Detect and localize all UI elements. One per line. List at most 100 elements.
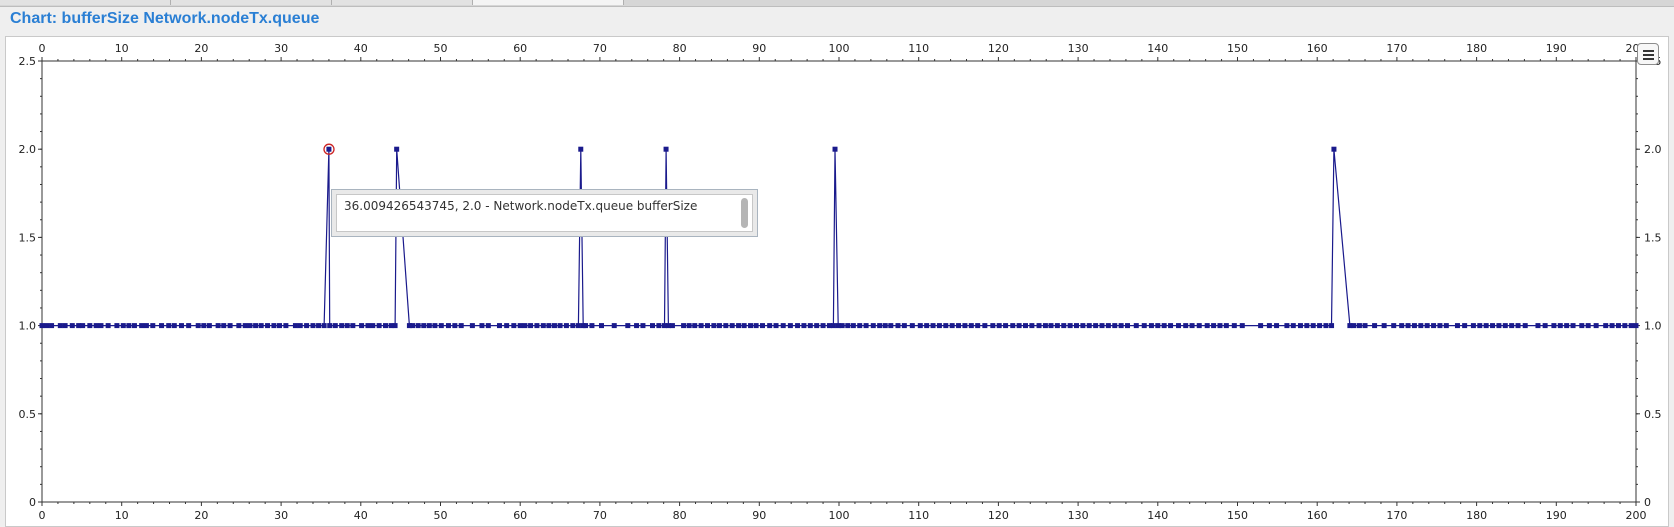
data-point bbox=[171, 323, 177, 329]
editor-tab-active[interactable] bbox=[473, 0, 624, 5]
data-point bbox=[1183, 323, 1189, 329]
data-point bbox=[850, 323, 856, 329]
data-point bbox=[1443, 323, 1449, 329]
data-point bbox=[326, 146, 332, 152]
y-tick-label-right: 0 bbox=[1644, 496, 1651, 509]
data-point bbox=[445, 323, 451, 329]
chart-title: Chart: bufferSize Network.nodeTx.queue bbox=[10, 10, 320, 27]
data-point bbox=[310, 323, 316, 329]
data-point bbox=[1509, 323, 1515, 329]
data-point bbox=[1437, 323, 1443, 329]
data-point bbox=[344, 323, 350, 329]
data-point bbox=[546, 323, 552, 329]
data-point bbox=[767, 323, 773, 329]
x-tick-label-top: 70 bbox=[593, 42, 607, 55]
data-point bbox=[1211, 323, 1217, 329]
x-tick-label-bottom: 40 bbox=[354, 509, 368, 522]
x-tick-label-top: 120 bbox=[988, 42, 1009, 55]
data-point bbox=[332, 323, 338, 329]
editor-tab[interactable] bbox=[0, 0, 171, 5]
editor-tab-strip bbox=[0, 0, 1674, 7]
data-point bbox=[1515, 323, 1521, 329]
data-point bbox=[1490, 323, 1496, 329]
data-point bbox=[901, 323, 907, 329]
data-point bbox=[39, 323, 45, 329]
data-point bbox=[982, 323, 988, 329]
data-point bbox=[832, 146, 838, 152]
data-point bbox=[625, 323, 631, 329]
data-point bbox=[1093, 323, 1099, 329]
data-point bbox=[1054, 323, 1060, 329]
data-point bbox=[698, 323, 704, 329]
data-point bbox=[253, 323, 259, 329]
y-tick-label-left: 1.5 bbox=[19, 231, 37, 244]
data-point bbox=[909, 323, 915, 329]
data-point bbox=[611, 323, 617, 329]
data-point bbox=[1274, 323, 1280, 329]
data-point bbox=[426, 323, 432, 329]
x-tick-label-bottom: 20 bbox=[194, 509, 208, 522]
data-point bbox=[1462, 323, 1468, 329]
data-point bbox=[1155, 323, 1161, 329]
data-point bbox=[452, 323, 458, 329]
data-point bbox=[304, 323, 310, 329]
data-point bbox=[930, 323, 936, 329]
data-point bbox=[126, 323, 132, 329]
data-point bbox=[201, 323, 207, 329]
data-point bbox=[877, 323, 883, 329]
x-tick-label-top: 170 bbox=[1386, 42, 1407, 55]
x-tick-label-bottom: 110 bbox=[908, 509, 929, 522]
data-point bbox=[1223, 323, 1229, 329]
data-point bbox=[105, 323, 111, 329]
tooltip-scrollbar[interactable] bbox=[741, 198, 748, 228]
data-point bbox=[663, 146, 669, 152]
data-point bbox=[826, 323, 832, 329]
chart-options-menu-icon[interactable] bbox=[1637, 43, 1659, 65]
highlighted-point-ring bbox=[323, 143, 335, 155]
data-point bbox=[975, 323, 981, 329]
data-point bbox=[195, 323, 201, 329]
data-point bbox=[857, 323, 863, 329]
data-point bbox=[741, 323, 747, 329]
y-tick-label-left: 2.5 bbox=[19, 55, 37, 68]
data-point bbox=[598, 323, 604, 329]
data-point bbox=[1405, 323, 1411, 329]
data-point bbox=[1615, 323, 1621, 329]
data-point bbox=[807, 323, 813, 329]
data-point bbox=[551, 323, 557, 329]
editor-tab[interactable] bbox=[332, 0, 473, 5]
data-point bbox=[1003, 323, 1009, 329]
x-tick-label-bottom: 170 bbox=[1386, 509, 1407, 522]
data-point bbox=[1105, 323, 1111, 329]
data-point bbox=[62, 323, 68, 329]
x-tick-label-bottom: 200 bbox=[1626, 509, 1647, 522]
data-point bbox=[1522, 323, 1528, 329]
data-point bbox=[1399, 323, 1405, 329]
data-point bbox=[656, 323, 662, 329]
editor-tab[interactable] bbox=[171, 0, 332, 5]
y-tick-label-right: 1.0 bbox=[1644, 320, 1662, 333]
data-point bbox=[504, 323, 510, 329]
data-point bbox=[1133, 323, 1139, 329]
data-point bbox=[888, 323, 894, 329]
data-point bbox=[711, 323, 717, 329]
x-tick-label-bottom: 120 bbox=[988, 509, 1009, 522]
data-point bbox=[517, 323, 523, 329]
data-point bbox=[432, 323, 438, 329]
data-point bbox=[114, 323, 120, 329]
data-point bbox=[178, 323, 184, 329]
data-point bbox=[1609, 323, 1615, 329]
data-point bbox=[534, 323, 540, 329]
x-tick-label-bottom: 50 bbox=[434, 509, 448, 522]
data-point bbox=[277, 323, 283, 329]
data-point bbox=[990, 323, 996, 329]
tooltip-text-field[interactable]: 36.009426543745, 2.0 - Network.nodeTx.qu… bbox=[336, 194, 753, 232]
data-point bbox=[686, 323, 692, 329]
data-point bbox=[943, 323, 949, 329]
data-point bbox=[1148, 323, 1154, 329]
data-point bbox=[236, 323, 242, 329]
data-point bbox=[1239, 323, 1245, 329]
data-point bbox=[1454, 323, 1460, 329]
data-point bbox=[716, 323, 722, 329]
